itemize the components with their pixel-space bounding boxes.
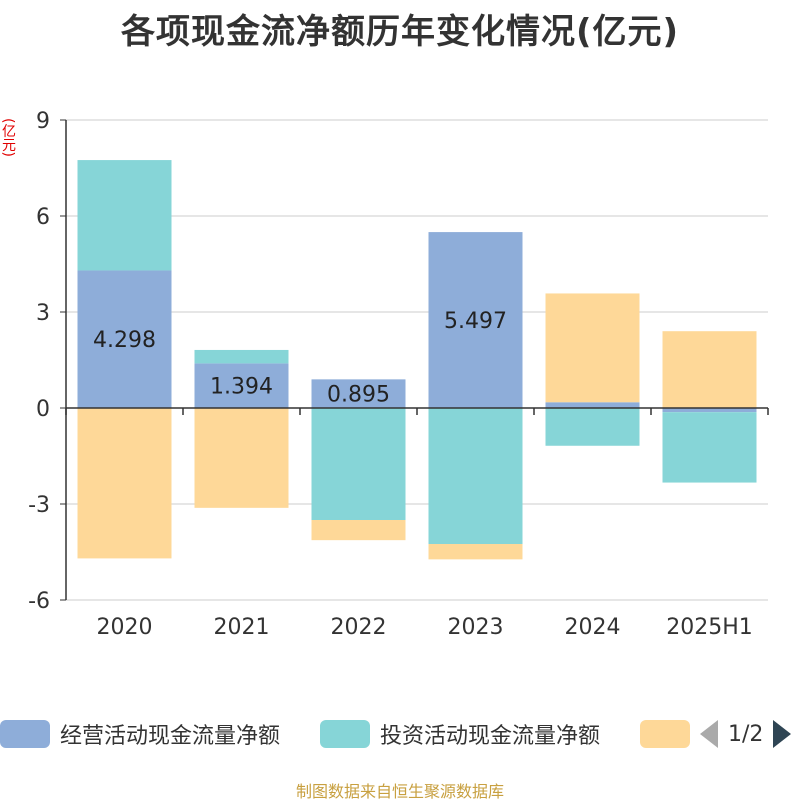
legend-label: 经营活动现金流量净额 — [60, 724, 281, 749]
next-page-icon[interactable] — [773, 720, 792, 748]
x-tick-label: 2022 — [331, 615, 387, 640]
bar-segment — [545, 293, 640, 403]
bar-segment — [77, 160, 172, 271]
bar-segment — [311, 520, 406, 541]
y-tick-label: -3 — [28, 493, 50, 518]
bar-segment — [662, 408, 757, 413]
bar-segment — [428, 232, 523, 408]
bar-segment — [545, 402, 640, 408]
source-note: 制图数据来自恒生聚源数据库 — [295, 782, 504, 801]
bar-segment — [428, 544, 523, 560]
legend: 经营活动现金流量净额 投资活动现金流量净额 — [0, 716, 800, 752]
x-tick-label: 2025H1 — [666, 615, 753, 640]
bar-segment — [662, 412, 757, 483]
axes: 9 6 3 0 -3 -6 2020 2021 2022 2023 2024 2025H1 — [28, 109, 769, 640]
bar-segment — [194, 363, 289, 408]
bar-segment — [545, 408, 640, 446]
bar-segment — [662, 331, 757, 408]
x-tick-label: 2020 — [97, 615, 153, 640]
data-labels: 4.298 1.394 0.895 5.497 — [93, 309, 507, 408]
grid-lines — [66, 119, 768, 601]
data-label: 4.298 — [93, 328, 156, 353]
legend-item[interactable] — [640, 716, 690, 752]
bar-segment — [311, 379, 406, 408]
legend-pager: 1/2 — [700, 716, 800, 752]
x-tick-label: 2021 — [214, 615, 270, 640]
bar-segment — [194, 349, 289, 364]
chart-title: 各项现金流净额历年变化情况(亿元) — [120, 12, 680, 52]
y-axis-unit-label: (亿元) — [0, 118, 16, 157]
bar-segment — [77, 408, 172, 559]
legend-swatch — [640, 720, 690, 748]
data-label: 5.497 — [444, 309, 507, 334]
legend-page-indicator: 1/2 — [728, 721, 764, 747]
data-label: 1.394 — [210, 375, 273, 400]
y-tick-label: 0 — [36, 397, 50, 422]
bar-segment — [311, 408, 406, 520]
y-tick-label: -6 — [28, 589, 50, 614]
bars — [77, 160, 757, 560]
y-tick-label: 6 — [36, 205, 50, 230]
bar-segment — [77, 270, 172, 408]
y-tick-label: 9 — [36, 109, 50, 134]
x-tick-label: 2024 — [565, 615, 621, 640]
legend-item[interactable]: 投资活动现金流量净额 — [320, 716, 600, 752]
previous-page-icon[interactable] — [700, 720, 718, 748]
legend-swatch — [320, 720, 370, 748]
legend-label: 投资活动现金流量净额 — [380, 724, 601, 749]
legend-swatch — [0, 720, 50, 748]
x-tick-label: 2023 — [448, 615, 504, 640]
y-tick-label: 3 — [36, 301, 50, 326]
legend-item[interactable]: 经营活动现金流量净额 — [0, 716, 280, 752]
bar-segment — [428, 408, 523, 544]
bar-chart: 9 6 3 0 -3 -6 2020 2021 2022 2023 2024 2025H1 4.298… — [28, 109, 769, 640]
data-label: 0.895 — [327, 383, 390, 408]
bar-segment — [194, 408, 289, 508]
